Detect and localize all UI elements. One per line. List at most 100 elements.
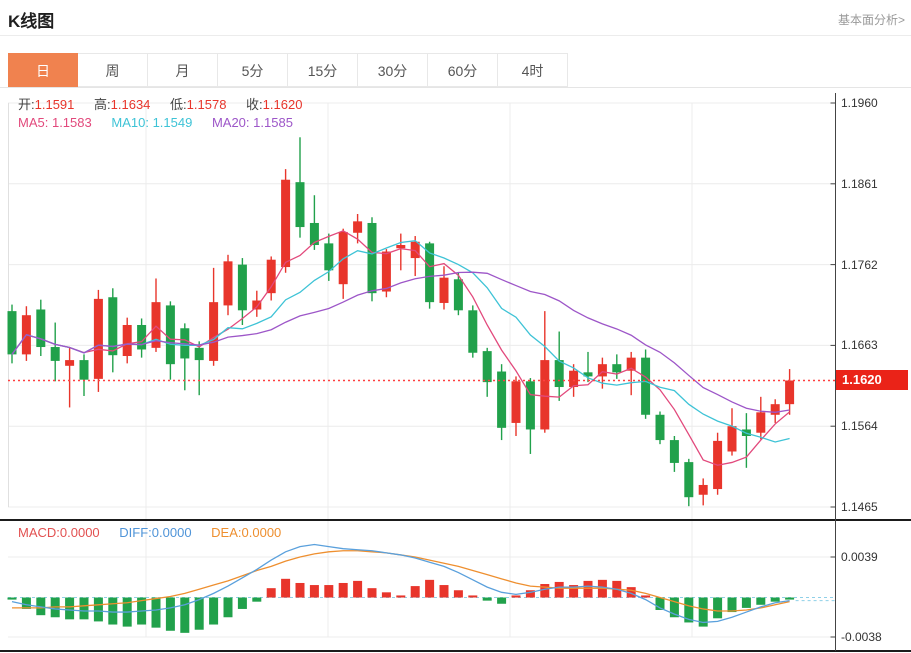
candle[interactable] [540, 311, 550, 433]
candle[interactable] [324, 233, 334, 281]
tab-monthly[interactable]: 月 [148, 53, 218, 87]
macd-bar[interactable] [525, 590, 535, 598]
macd-bar[interactable] [194, 597, 204, 630]
macd-bar[interactable] [7, 597, 17, 600]
macd-bar[interactable] [554, 581, 564, 598]
candle[interactable] [396, 233, 406, 271]
candle[interactable] [626, 351, 636, 396]
candle[interactable] [122, 317, 132, 364]
macd-bar[interactable] [338, 582, 348, 598]
macd-bar[interactable] [410, 586, 420, 598]
macd-bar[interactable] [698, 597, 708, 627]
tab-weekly[interactable]: 周 [78, 53, 148, 87]
macd-bar[interactable] [583, 580, 593, 598]
macd-bar[interactable] [237, 597, 247, 609]
macd-bar[interactable] [295, 582, 305, 598]
fundamental-analysis-link[interactable]: 基本面分析> [837, 13, 905, 27]
tab-60min[interactable]: 60分 [428, 53, 498, 87]
candle[interactable] [410, 236, 420, 277]
tab-5min[interactable]: 5分 [218, 53, 288, 87]
candle[interactable] [93, 289, 103, 392]
candle[interactable] [252, 290, 262, 317]
candle[interactable] [209, 267, 219, 366]
candle[interactable] [439, 266, 449, 310]
macd-bar[interactable] [684, 597, 694, 623]
candle[interactable] [108, 288, 118, 373]
candle[interactable] [194, 341, 204, 396]
candle[interactable] [655, 411, 665, 445]
candle[interactable] [785, 369, 795, 415]
tab-4hour[interactable]: 4时 [498, 53, 568, 87]
macd-bar[interactable] [266, 588, 276, 598]
macd-bar[interactable] [367, 588, 377, 598]
macd-bar[interactable] [252, 597, 262, 602]
candle[interactable] [525, 378, 535, 454]
candle[interactable] [482, 347, 492, 397]
candle[interactable] [468, 305, 478, 358]
candle[interactable] [281, 169, 291, 273]
candle[interactable] [698, 478, 708, 506]
candle[interactable] [50, 322, 60, 382]
candle[interactable] [367, 217, 377, 302]
candle[interactable] [756, 396, 766, 440]
candle[interactable] [309, 195, 319, 250]
candle[interactable] [65, 347, 75, 408]
tab-30min[interactable]: 30分 [358, 53, 428, 87]
macd-bar[interactable] [482, 597, 492, 601]
macd-bar[interactable] [741, 597, 751, 608]
macd-bar[interactable] [93, 597, 103, 622]
macd-bar[interactable] [165, 597, 175, 631]
candle[interactable] [554, 331, 564, 401]
candle[interactable] [21, 306, 31, 361]
macd-bar[interactable] [785, 597, 795, 600]
macd-bar[interactable] [21, 597, 31, 609]
candle[interactable] [223, 254, 233, 316]
macd-bar[interactable] [468, 595, 478, 598]
macd-bar[interactable] [511, 595, 521, 598]
candle[interactable] [612, 354, 622, 379]
macd-bar[interactable] [281, 578, 291, 598]
macd-bar[interactable] [65, 597, 75, 620]
macd-bar[interactable] [713, 597, 723, 619]
macd-bar[interactable] [396, 595, 406, 598]
candle[interactable] [338, 228, 348, 299]
macd-bar[interactable] [655, 597, 665, 610]
candle[interactable] [669, 435, 679, 472]
macd-bar[interactable] [626, 587, 636, 598]
candle[interactable] [36, 299, 46, 357]
candle[interactable] [727, 408, 737, 456]
candle[interactable] [137, 318, 147, 358]
candle[interactable] [295, 137, 305, 238]
candle[interactable] [266, 256, 276, 301]
tab-daily[interactable]: 日 [8, 53, 78, 87]
macd-bar[interactable] [309, 585, 319, 598]
macd-bar[interactable] [756, 597, 766, 605]
macd-bar[interactable] [108, 597, 118, 625]
candle[interactable] [511, 376, 521, 436]
macd-bar[interactable] [641, 595, 651, 598]
macd-bar[interactable] [180, 597, 190, 633]
candle[interactable] [381, 249, 391, 298]
macd-bar[interactable] [381, 592, 391, 598]
macd-bar[interactable] [453, 590, 463, 598]
tab-15min[interactable]: 15分 [288, 53, 358, 87]
macd-bar[interactable] [209, 597, 219, 625]
macd-bar[interactable] [569, 585, 579, 598]
macd-bar[interactable] [727, 597, 737, 613]
macd-bar[interactable] [324, 585, 334, 598]
macd-bar[interactable] [425, 579, 435, 598]
macd-bar[interactable] [353, 580, 363, 598]
macd-bar[interactable] [669, 597, 679, 618]
candle[interactable] [770, 399, 780, 423]
macd-bar[interactable] [151, 597, 161, 628]
candle[interactable] [453, 272, 463, 316]
candle[interactable] [425, 241, 435, 309]
macd-bar[interactable] [540, 584, 550, 598]
macd-bar[interactable] [439, 585, 449, 598]
macd-bar[interactable] [223, 597, 233, 618]
macd-bar[interactable] [79, 597, 89, 620]
candle[interactable] [684, 458, 694, 507]
candlestick-chart[interactable] [0, 88, 911, 653]
macd-bar[interactable] [770, 597, 780, 602]
candle[interactable] [741, 413, 751, 468]
